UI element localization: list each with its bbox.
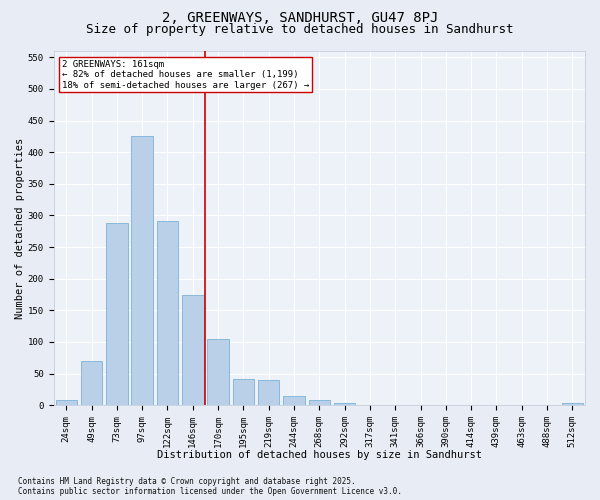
Text: 2 GREENWAYS: 161sqm
← 82% of detached houses are smaller (1,199)
18% of semi-det: 2 GREENWAYS: 161sqm ← 82% of detached ho…	[62, 60, 309, 90]
Bar	[562, 404, 583, 405]
Bar	[258, 380, 280, 405]
Bar	[511, 404, 532, 405]
Bar	[283, 396, 305, 405]
Bar	[385, 404, 406, 405]
Bar	[157, 220, 178, 405]
Bar	[308, 400, 330, 405]
Bar	[359, 404, 380, 405]
Bar	[56, 400, 77, 405]
Bar	[208, 339, 229, 405]
Text: 2, GREENWAYS, SANDHURST, GU47 8PJ: 2, GREENWAYS, SANDHURST, GU47 8PJ	[162, 11, 438, 25]
Bar	[131, 136, 153, 405]
Bar	[81, 361, 103, 405]
Bar	[334, 402, 355, 405]
Text: Contains HM Land Registry data © Crown copyright and database right 2025.
Contai: Contains HM Land Registry data © Crown c…	[18, 476, 402, 496]
X-axis label: Distribution of detached houses by size in Sandhurst: Distribution of detached houses by size …	[157, 450, 482, 460]
Bar	[233, 378, 254, 405]
Text: Size of property relative to detached houses in Sandhurst: Size of property relative to detached ho…	[86, 22, 514, 36]
Bar	[182, 294, 203, 405]
Bar	[106, 223, 128, 405]
Y-axis label: Number of detached properties: Number of detached properties	[15, 138, 25, 319]
